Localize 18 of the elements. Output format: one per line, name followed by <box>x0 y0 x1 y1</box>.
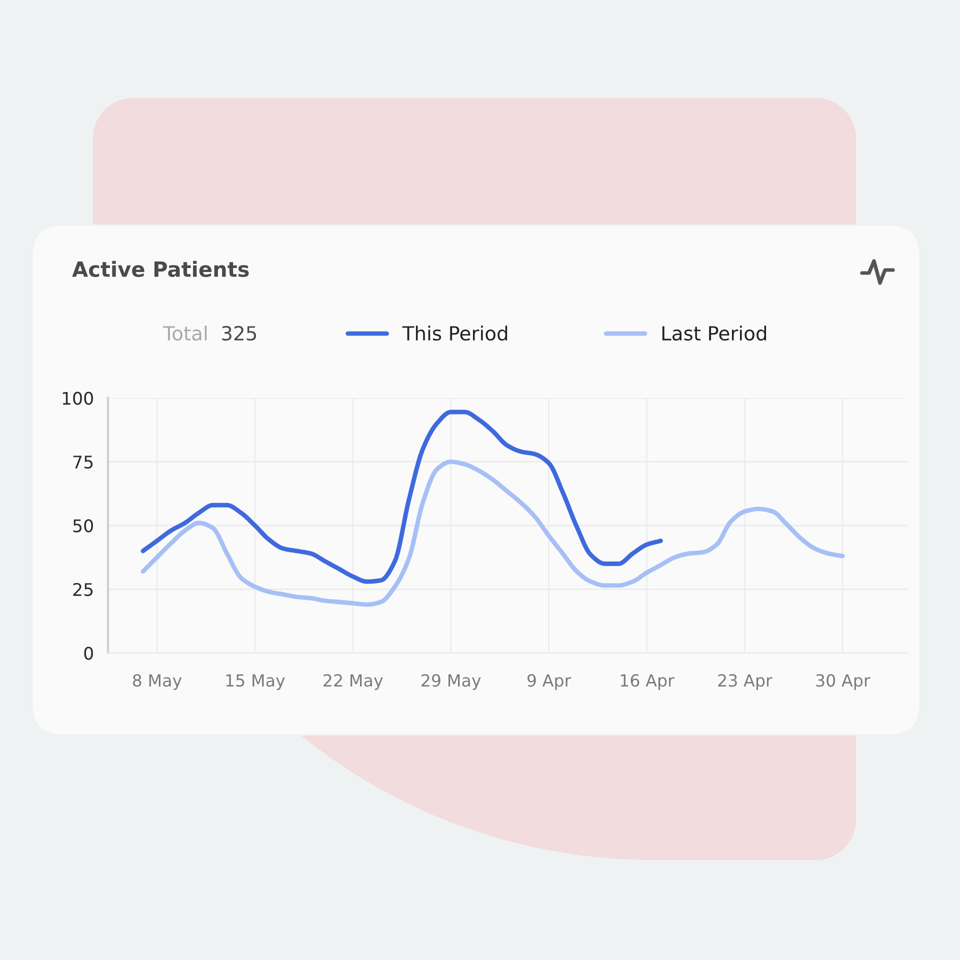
x-tick-label: 23 Apr <box>718 674 772 690</box>
x-tick-label: 30 Apr <box>816 674 870 690</box>
x-tick-label: 22 May <box>324 674 383 690</box>
x-tick-label: 15 May <box>226 674 285 690</box>
x-tick-label: 8 May <box>132 674 182 690</box>
x-tick-label: 16 Apr <box>620 674 674 690</box>
y-tick-label: 50 <box>73 519 93 532</box>
y-tick-label: 25 <box>73 582 93 596</box>
text: 325 <box>222 326 256 341</box>
y-tick-label: 75 <box>73 456 93 469</box>
text: Total <box>162 326 207 341</box>
y-tick-label: 100 <box>62 392 93 405</box>
y-tick-label: 0 <box>84 646 93 660</box>
legend-label: Last Period <box>662 326 766 341</box>
chart-title: Active Patients <box>72 260 249 278</box>
x-tick-label: 29 May <box>422 674 481 690</box>
x-tick-label: 9 Apr <box>527 674 572 690</box>
legend-label: This Period <box>402 326 508 341</box>
